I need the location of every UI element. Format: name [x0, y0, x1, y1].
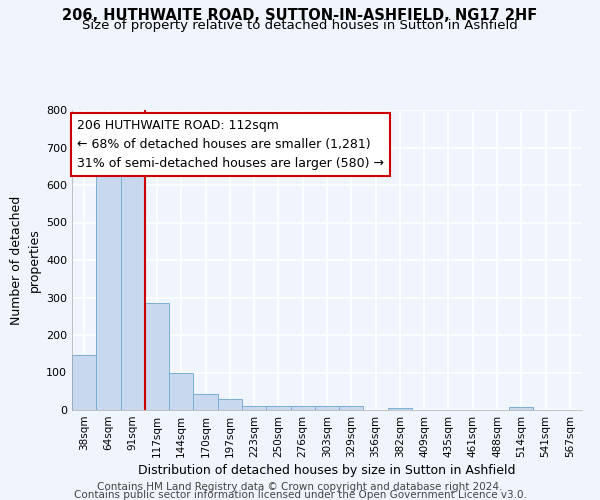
Text: Contains HM Land Registry data © Crown copyright and database right 2024.: Contains HM Land Registry data © Crown c…	[97, 482, 503, 492]
Bar	[242, 406, 266, 410]
Bar	[96, 174, 121, 410]
Text: 206 HUTHWAITE ROAD: 112sqm
← 68% of detached houses are smaller (1,281)
31% of s: 206 HUTHWAITE ROAD: 112sqm ← 68% of deta…	[77, 119, 384, 170]
X-axis label: Distribution of detached houses by size in Sutton in Ashfield: Distribution of detached houses by size …	[138, 464, 516, 477]
Text: Size of property relative to detached houses in Sutton in Ashfield: Size of property relative to detached ho…	[82, 19, 518, 32]
Bar	[121, 174, 145, 410]
Text: Contains public sector information licensed under the Open Government Licence v3: Contains public sector information licen…	[74, 490, 526, 500]
Bar	[315, 406, 339, 410]
Bar	[193, 394, 218, 410]
Bar	[339, 406, 364, 410]
Bar	[290, 406, 315, 410]
Bar	[169, 372, 193, 410]
Bar	[218, 399, 242, 410]
Bar	[509, 407, 533, 410]
Bar	[388, 408, 412, 410]
Bar	[145, 303, 169, 410]
Text: 206, HUTHWAITE ROAD, SUTTON-IN-ASHFIELD, NG17 2HF: 206, HUTHWAITE ROAD, SUTTON-IN-ASHFIELD,…	[62, 8, 538, 22]
Bar	[72, 354, 96, 410]
Y-axis label: Number of detached
properties: Number of detached properties	[10, 196, 40, 324]
Bar	[266, 406, 290, 410]
